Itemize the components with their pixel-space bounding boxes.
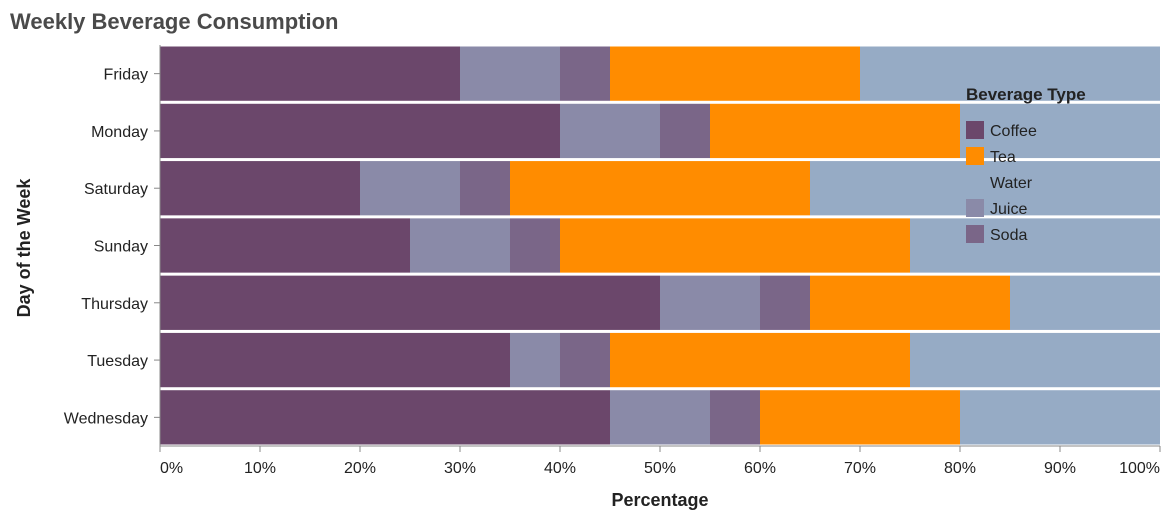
x-axis: 0% 10% 20% 30% 40% 50% 60% 70% 80% 90% 100%: [159, 445, 1161, 477]
bar-sunday-tea: [560, 218, 910, 273]
x-tick-label: 40%: [544, 460, 576, 477]
legend-label-water: Water: [990, 175, 1033, 192]
chart-title: Weekly Beverage Consumption: [10, 9, 338, 34]
legend-label-soda: Soda: [990, 227, 1027, 244]
bar-thursday-coffee: [160, 275, 660, 330]
bar-friday-tea: [610, 46, 860, 101]
bar-wednesday-soda: [710, 390, 760, 445]
bar-tuesday-water: [910, 332, 1160, 388]
y-tick-label-wednesday: Wednesday: [64, 410, 148, 427]
x-tick-label: 100%: [1119, 460, 1160, 477]
bar-monday-coffee: [160, 103, 560, 159]
x-tick-label: 10%: [244, 460, 276, 477]
bar-wednesday-coffee: [160, 390, 610, 445]
y-axis-title: Day of the Week: [14, 178, 34, 318]
bar-monday-tea: [710, 103, 960, 159]
bar-wednesday-tea: [760, 390, 960, 445]
bar-saturday-coffee: [160, 161, 360, 216]
legend-swatch-soda: [966, 225, 984, 243]
bar-thursday-tea: [810, 275, 1010, 330]
x-axis-title: Percentage: [611, 490, 708, 510]
bar-monday-juice: [560, 103, 660, 159]
bar-tuesday-coffee: [160, 332, 510, 388]
bar-saturday-soda: [460, 161, 510, 216]
y-tick-label-thursday: Thursday: [81, 296, 148, 313]
bar-tuesday-soda: [560, 332, 610, 388]
legend-swatch-tea: [966, 147, 984, 165]
legend-label-tea: Tea: [990, 149, 1016, 166]
y-tick-label-sunday: Sunday: [94, 239, 148, 256]
bar-tuesday-juice: [510, 332, 560, 388]
bar-sunday-soda: [510, 218, 560, 273]
legend-swatch-coffee: [966, 121, 984, 139]
x-tick-label: 50%: [644, 460, 676, 477]
bar-friday-water: [860, 46, 1160, 101]
bar-saturday-juice: [360, 161, 460, 216]
bars-layer: [160, 46, 1160, 445]
y-tick-label-monday: Monday: [91, 124, 148, 141]
x-tick-label: 20%: [344, 460, 376, 477]
y-tick-label-tuesday: Tuesday: [87, 353, 148, 370]
legend: Beverage Type Coffee Tea Water Juice Soda: [966, 85, 1086, 244]
bar-friday-coffee: [160, 46, 460, 101]
x-tick-label: 60%: [744, 460, 776, 477]
bar-friday-soda: [560, 46, 610, 101]
bar-monday-soda: [660, 103, 710, 159]
y-tick-label-saturday: Saturday: [84, 181, 148, 198]
y-axis: Friday Monday Saturday Sunday Thursday Tuesda…: [64, 45, 161, 446]
x-tick-label: 80%: [944, 460, 976, 477]
bar-sunday-water: [910, 218, 1160, 273]
x-tick-label: 0%: [160, 460, 183, 477]
legend-label-juice: Juice: [990, 201, 1027, 218]
bar-saturday-water: [810, 161, 1160, 216]
x-tick-label: 90%: [1044, 460, 1076, 477]
legend-label-coffee: Coffee: [990, 123, 1037, 140]
bar-tuesday-tea: [610, 332, 910, 388]
legend-swatch-juice: [966, 199, 984, 217]
bar-thursday-water: [1010, 275, 1160, 330]
legend-title: Beverage Type: [966, 85, 1086, 104]
bar-thursday-soda: [760, 275, 810, 330]
x-tick-label: 30%: [444, 460, 476, 477]
bar-wednesday-water: [960, 390, 1160, 445]
bar-wednesday-juice: [610, 390, 710, 445]
bar-sunday-juice: [410, 218, 510, 273]
bar-friday-juice: [460, 46, 560, 101]
bar-thursday-juice: [660, 275, 760, 330]
x-tick-label: 70%: [844, 460, 876, 477]
y-tick-label-friday: Friday: [104, 67, 148, 84]
bar-sunday-coffee: [160, 218, 410, 273]
bar-monday-water: [960, 103, 1160, 159]
bar-saturday-tea: [510, 161, 810, 216]
